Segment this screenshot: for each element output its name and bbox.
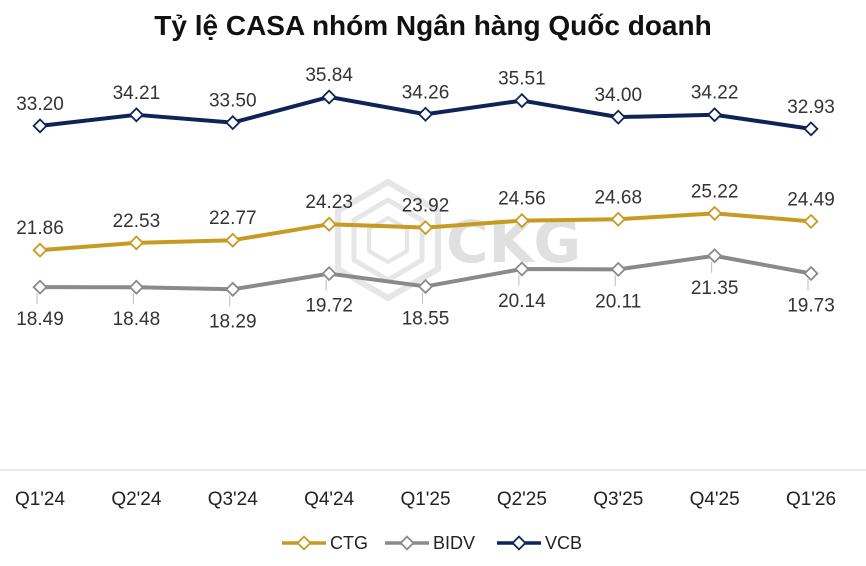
x-tick-label: Q2'24 (111, 489, 162, 510)
data-label-ctg: 22.77 (209, 208, 257, 229)
x-tick-label: Q1'26 (786, 489, 836, 510)
data-label-bidv: 18.29 (209, 311, 257, 332)
data-point-bidv (706, 248, 723, 264)
data-point-ctg (706, 205, 723, 221)
data-label-ctg: 24.56 (498, 189, 546, 210)
legend-marker-bidv (399, 535, 415, 551)
data-label-ctg: 24.23 (305, 192, 353, 213)
data-point-bidv (803, 265, 819, 282)
data-point-vcb (225, 114, 241, 131)
data-point-ctg (417, 219, 434, 236)
data-point-bidv (321, 265, 337, 282)
data-label-bidv: 19.72 (305, 296, 353, 317)
data-point-vcb (128, 107, 145, 123)
data-point-vcb (321, 89, 337, 105)
data-point-ctg (610, 211, 626, 227)
legend-item-ctg: CTG (282, 533, 368, 553)
x-tick-label: Q1'25 (400, 489, 450, 510)
data-point-bidv (32, 279, 48, 295)
data-point-ctg (514, 212, 530, 229)
data-point-ctg (32, 242, 48, 258)
data-point-bidv (514, 261, 530, 277)
data-point-vcb (610, 109, 626, 125)
legend-marker-vcb (511, 535, 527, 551)
legend-label-bidv: BIDV (433, 533, 475, 553)
legend: CTG BIDV VCB (282, 533, 582, 553)
x-tick-label: Q3'24 (208, 489, 259, 510)
data-label-ctg: 24.49 (787, 189, 835, 210)
series-vcb (32, 89, 819, 137)
legend-item-bidv: BIDV (385, 533, 475, 553)
x-tick-label: Q3'25 (593, 489, 643, 510)
data-label-vcb: 34.22 (691, 83, 739, 104)
data-label-ctg: 25.22 (691, 181, 739, 202)
data-label-vcb: 35.51 (498, 69, 546, 90)
legend-label-vcb: VCB (545, 533, 582, 553)
data-label-bidv: 18.49 (16, 309, 64, 330)
data-point-vcb (706, 107, 723, 123)
chart-title: Tỷ lệ CASA nhóm Ngân hàng Quốc doanh (154, 10, 712, 41)
data-label-layer: 21.86 22.53 22.77 24.23 23.92 24.56 24.68 25.22… (16, 65, 835, 332)
data-label-vcb: 33.20 (16, 94, 64, 115)
legend-marker-ctg (296, 535, 312, 551)
data-point-vcb (803, 121, 819, 137)
data-label-bidv: 19.73 (787, 296, 835, 317)
data-label-vcb: 33.50 (209, 91, 257, 112)
data-label-vcb: 35.84 (305, 65, 353, 86)
data-label-bidv: 20.14 (498, 291, 546, 312)
x-tick-label: Q1'24 (15, 489, 66, 510)
data-label-bidv: 18.55 (402, 308, 450, 329)
data-label-vcb: 34.21 (113, 83, 161, 104)
data-label-vcb: 34.00 (594, 85, 642, 106)
data-point-vcb (514, 92, 530, 109)
data-label-vcb: 32.93 (787, 97, 835, 118)
legend-label-ctg: CTG (330, 533, 368, 553)
x-tick-label: Q2'25 (497, 489, 547, 510)
legend-item-vcb: VCB (497, 533, 582, 553)
data-point-ctg (803, 213, 819, 229)
data-point-ctg (225, 232, 241, 248)
data-label-ctg: 23.92 (402, 196, 450, 217)
data-point-ctg (321, 216, 337, 232)
data-point-bidv (225, 281, 241, 297)
data-label-ctg: 22.53 (113, 211, 161, 232)
series-ctg (32, 205, 819, 258)
data-label-bidv: 18.48 (113, 309, 161, 330)
data-label-ctg: 21.86 (16, 218, 64, 239)
data-point-vcb (417, 106, 434, 122)
data-label-bidv: 20.11 (595, 291, 641, 312)
data-point-vcb (32, 118, 48, 134)
data-point-ctg (128, 235, 145, 251)
series-bidv (32, 248, 819, 297)
data-point-bidv (610, 261, 626, 277)
x-tick-layer: Q1'24 Q2'24 Q3'24 Q4'24 Q1'25 Q2'25 Q3'25 Q4'25… (15, 489, 836, 510)
x-tick-label: Q4'24 (304, 489, 355, 510)
data-point-bidv (417, 278, 434, 295)
series-layer (32, 89, 819, 297)
data-label-ctg: 24.68 (594, 187, 642, 208)
data-point-bidv (128, 279, 145, 295)
x-tick-label: Q4'25 (690, 489, 740, 510)
data-label-bidv: 21.35 (691, 278, 739, 299)
data-label-vcb: 34.26 (402, 82, 450, 103)
